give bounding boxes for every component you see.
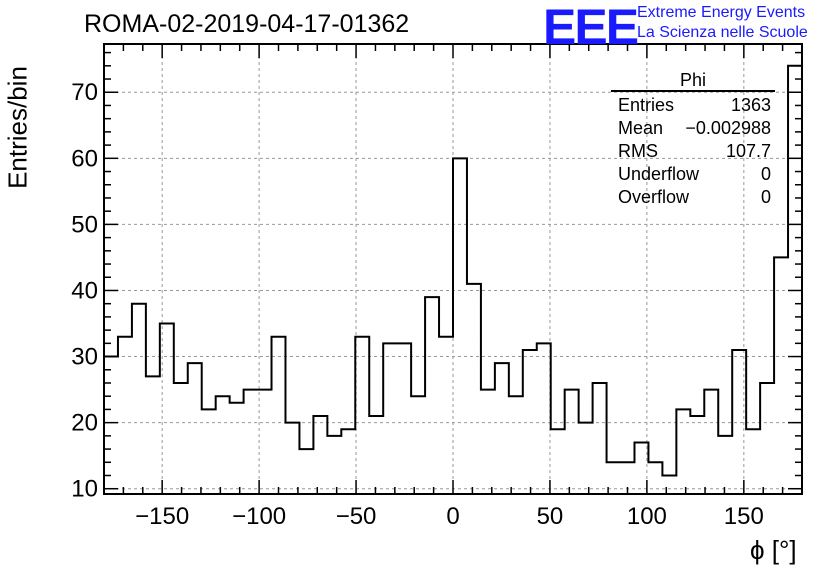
stats-label: Entries xyxy=(618,95,675,115)
stats-row: Underflow 0 xyxy=(611,163,775,186)
y-tick-label: 60 xyxy=(71,145,98,172)
stats-label: RMS xyxy=(618,141,658,161)
y-axis-label: Entries/bin xyxy=(2,66,33,189)
x-axis-label: ϕ [°] xyxy=(750,535,797,565)
stats-value: 0 xyxy=(760,164,771,184)
y-tick-label: 40 xyxy=(71,277,98,304)
eee-logo: EEE xyxy=(543,0,639,55)
stats-row: Entries 1363 xyxy=(611,94,775,117)
logo-line-2: La Scienza nelle Scuole xyxy=(637,24,808,41)
stats-label: Overflow xyxy=(618,187,690,207)
x-tick-label: −50 xyxy=(336,503,377,530)
y-tick-label: 50 xyxy=(71,211,98,238)
x-tick-label: 0 xyxy=(446,503,459,530)
stats-label: Underflow xyxy=(618,164,700,184)
y-tick-label: 10 xyxy=(71,476,98,503)
stats-row: Overflow 0 xyxy=(611,186,775,209)
stats-row: Mean −0.002988 xyxy=(611,117,775,140)
stats-value: −0.002988 xyxy=(685,118,771,138)
x-tick-label: 150 xyxy=(724,503,764,530)
y-tick-label: 20 xyxy=(71,410,98,437)
x-tick-label: −100 xyxy=(232,503,286,530)
x-tick-label: 50 xyxy=(537,503,564,530)
stats-row: RMS 107.7 xyxy=(611,140,775,163)
stats-value: 107.7 xyxy=(725,141,771,161)
stats-value: 1363 xyxy=(730,95,771,115)
histogram-line xyxy=(104,64,802,477)
y-tick-label: 30 xyxy=(71,344,98,371)
stats-value: 0 xyxy=(760,187,771,207)
y-tick-label: 70 xyxy=(71,79,98,106)
stats-title: Phi xyxy=(611,70,775,92)
logo-caption: Extreme Energy Events La Scienza nelle S… xyxy=(637,3,808,43)
stats-label: Mean xyxy=(618,118,664,138)
plot-title: ROMA-02-2019-04-17-01362 xyxy=(84,10,410,38)
stats-box: Phi Entries 1363 Mean −0.002988 RMS 107.7 U… xyxy=(611,70,775,209)
logo-line-1: Extreme Energy Events xyxy=(637,4,806,21)
x-tick-label: −150 xyxy=(135,503,189,530)
x-tick-label: 100 xyxy=(627,503,667,530)
